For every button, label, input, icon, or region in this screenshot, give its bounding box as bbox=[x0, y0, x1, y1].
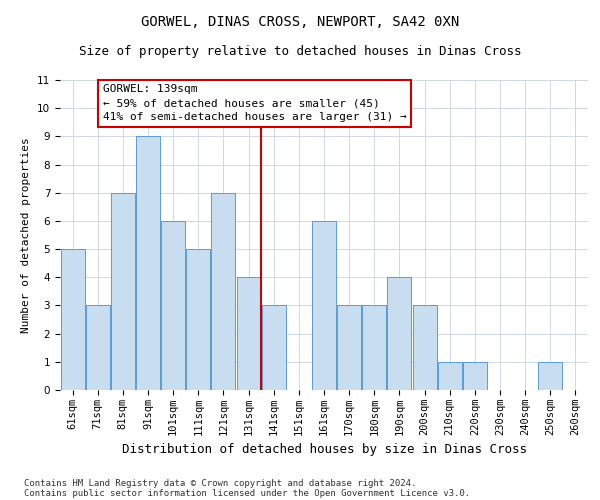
Bar bbox=[236, 278, 260, 390]
Bar bbox=[463, 362, 487, 390]
Bar bbox=[438, 362, 461, 390]
Bar bbox=[413, 306, 437, 390]
Bar bbox=[262, 306, 286, 390]
Y-axis label: Number of detached properties: Number of detached properties bbox=[22, 137, 31, 333]
Text: GORWEL: 139sqm
← 59% of detached houses are smaller (45)
41% of semi-detached ho: GORWEL: 139sqm ← 59% of detached houses … bbox=[103, 84, 406, 122]
Bar bbox=[388, 278, 412, 390]
X-axis label: Distribution of detached houses by size in Dinas Cross: Distribution of detached houses by size … bbox=[121, 444, 527, 456]
Bar bbox=[61, 249, 85, 390]
Text: GORWEL, DINAS CROSS, NEWPORT, SA42 0XN: GORWEL, DINAS CROSS, NEWPORT, SA42 0XN bbox=[141, 15, 459, 29]
Bar bbox=[337, 306, 361, 390]
Text: Contains public sector information licensed under the Open Government Licence v3: Contains public sector information licen… bbox=[24, 488, 470, 498]
Text: Contains HM Land Registry data © Crown copyright and database right 2024.: Contains HM Land Registry data © Crown c… bbox=[24, 478, 416, 488]
Text: Size of property relative to detached houses in Dinas Cross: Size of property relative to detached ho… bbox=[79, 45, 521, 58]
Bar bbox=[538, 362, 562, 390]
Bar bbox=[187, 249, 210, 390]
Bar bbox=[362, 306, 386, 390]
Bar bbox=[211, 192, 235, 390]
Bar bbox=[312, 221, 336, 390]
Bar bbox=[161, 221, 185, 390]
Bar bbox=[86, 306, 110, 390]
Bar bbox=[136, 136, 160, 390]
Bar bbox=[111, 192, 135, 390]
